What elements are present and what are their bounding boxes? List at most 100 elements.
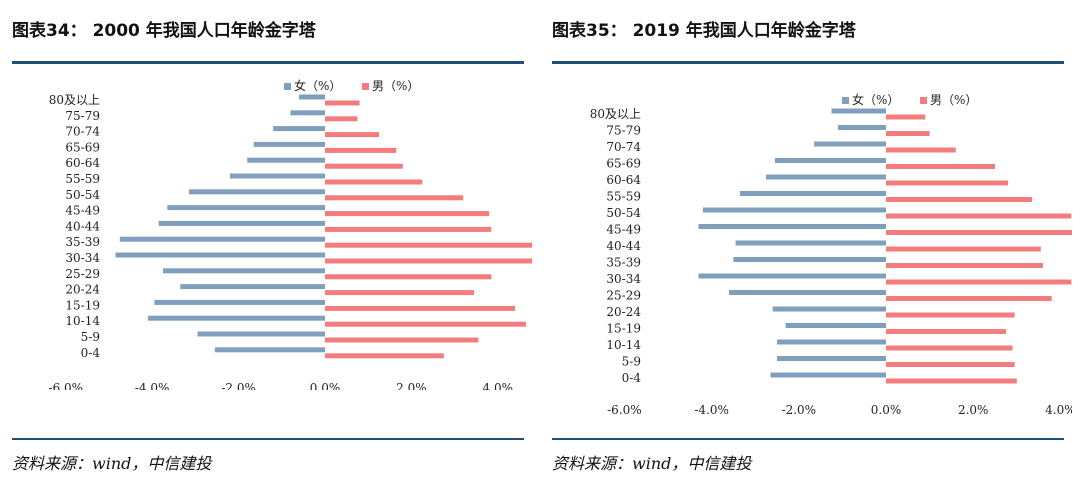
female-bar	[229, 173, 325, 179]
female-bar	[785, 323, 886, 328]
chart-title: 图表35： 2019 年我国人口年龄金字塔	[552, 21, 856, 41]
category-label: 70-74	[606, 140, 641, 154]
category-label: 20-24	[606, 305, 641, 319]
legend-swatch-female	[842, 97, 849, 104]
category-label: 20-24	[65, 283, 100, 297]
footer-divider	[552, 438, 1064, 440]
category-label: 35-39	[65, 235, 100, 249]
female-bar	[247, 157, 325, 163]
x-tick-label: -6.0%	[607, 403, 642, 417]
category-label: 35-39	[606, 256, 641, 270]
female-bar	[777, 356, 886, 361]
legend-label-male: 男（%）	[372, 79, 419, 93]
female-bar	[147, 315, 325, 321]
x-tick-label: 2.0%	[958, 403, 989, 417]
title-divider	[552, 61, 1064, 64]
female-bar	[154, 299, 325, 305]
category-label: 60-64	[65, 156, 100, 170]
female-bar	[115, 252, 325, 258]
category-label: 50-54	[65, 188, 100, 202]
female-bar	[729, 290, 886, 295]
female-bar	[290, 110, 325, 116]
male-bar	[886, 378, 1017, 384]
male-bar	[325, 337, 479, 343]
chart-panel-2019: 图表35： 2019 年我国人口年龄金字塔 0-4 5-9 10-14 15-19 20…	[552, 0, 1072, 478]
x-tick-label: 0.0%	[310, 381, 341, 390]
category-label: 5-9	[81, 330, 100, 344]
category-label: 15-19	[606, 322, 641, 336]
male-bar	[886, 164, 995, 169]
male-bar	[325, 116, 358, 122]
female-bar	[197, 331, 325, 337]
male-bar	[325, 179, 423, 185]
legend-swatch-female	[284, 83, 291, 90]
chart-panel-2000: 图表34： 2000 年我国人口年龄金字塔 0-4 5-9 10-14 15-19 20…	[12, 0, 532, 478]
female-bar	[167, 205, 325, 211]
female-bar	[180, 284, 325, 290]
x-tick-label: -4.0%	[694, 403, 729, 417]
male-bar	[886, 279, 1072, 285]
male-bar	[325, 163, 403, 169]
x-tick-label: 0.0%	[871, 403, 902, 417]
category-label: 10-14	[65, 314, 100, 328]
category-label: 30-34	[606, 272, 641, 286]
male-bar	[886, 263, 1043, 268]
category-label: 75-79	[606, 124, 641, 138]
female-bar	[831, 108, 886, 114]
source-note: 资料来源：wind，中信建投	[552, 454, 752, 473]
category-label: 55-59	[606, 190, 641, 204]
female-bar	[735, 240, 886, 246]
category-label: 40-44	[606, 239, 641, 253]
category-label: 70-74	[65, 125, 100, 139]
category-label: 10-14	[606, 338, 641, 352]
male-bar	[886, 180, 1009, 186]
category-label: 40-44	[65, 219, 100, 233]
male-bar	[886, 362, 1015, 367]
female-bar	[774, 158, 886, 163]
category-label: 30-34	[65, 251, 100, 265]
legend-label-female: 女（%）	[852, 92, 899, 107]
male-bar	[886, 329, 1006, 334]
legend: 女（%） 男（%）	[284, 78, 419, 93]
female-bar	[702, 207, 886, 213]
male-bar	[886, 131, 930, 136]
category-label: 50-54	[606, 206, 641, 220]
female-bar	[188, 189, 325, 195]
male-bar	[886, 296, 1052, 301]
female-bar	[698, 273, 886, 279]
category-label: 45-49	[65, 204, 100, 218]
x-tick-label: 2.0%	[396, 381, 427, 390]
category-label: 55-59	[65, 172, 100, 186]
x-tick-label: -2.0%	[782, 403, 817, 417]
category-label: 65-69	[65, 140, 100, 154]
female-bar	[772, 306, 886, 312]
male-bar	[886, 197, 1033, 202]
legend-swatch-male	[362, 83, 369, 90]
female-bar	[299, 94, 325, 100]
category-label: 80及以上	[49, 93, 100, 107]
female-bar	[770, 372, 886, 378]
female-bar	[766, 174, 886, 180]
female-bar	[814, 141, 886, 147]
male-bar	[886, 345, 1013, 351]
male-bar	[325, 305, 516, 311]
category-label: 60-64	[606, 173, 641, 187]
source-note: 资料来源：wind，中信建投	[12, 454, 212, 473]
legend-label-female: 女（%）	[294, 78, 341, 93]
male-bar	[325, 290, 475, 296]
female-bar	[214, 347, 325, 353]
category-label: 75-79	[65, 109, 100, 123]
female-bar	[253, 141, 325, 147]
category-label: 25-29	[65, 267, 100, 281]
female-bar	[158, 220, 325, 226]
male-bar	[325, 100, 360, 106]
male-bar	[886, 246, 1041, 252]
male-bar	[325, 195, 464, 201]
female-bar	[777, 339, 886, 345]
x-tick-label: -6.0%	[49, 381, 84, 390]
x-tick-label: 4.0%	[1045, 403, 1072, 417]
category-label: 5-9	[622, 355, 641, 369]
male-bar	[325, 147, 397, 153]
female-bar	[698, 224, 886, 229]
